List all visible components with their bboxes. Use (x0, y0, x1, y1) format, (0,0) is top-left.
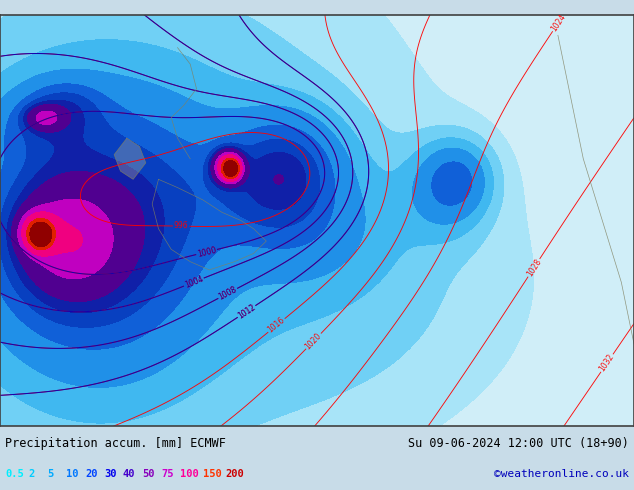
Text: 20: 20 (85, 469, 98, 479)
Text: ©weatheronline.co.uk: ©weatheronline.co.uk (494, 469, 629, 479)
Text: 150: 150 (203, 469, 222, 479)
Text: 1008: 1008 (217, 285, 238, 302)
Text: 0.5: 0.5 (5, 469, 24, 479)
Text: 200: 200 (226, 469, 245, 479)
Text: 1004: 1004 (183, 274, 205, 290)
Text: 40: 40 (123, 469, 136, 479)
Text: 75: 75 (161, 469, 174, 479)
Text: 1032: 1032 (598, 353, 616, 373)
Text: 2: 2 (28, 469, 34, 479)
Text: 1000: 1000 (196, 245, 217, 259)
Polygon shape (114, 138, 146, 179)
Text: 996: 996 (174, 221, 188, 231)
Text: 50: 50 (142, 469, 155, 479)
Text: 1028: 1028 (525, 257, 543, 278)
Text: 5: 5 (47, 469, 53, 479)
Text: 30: 30 (104, 469, 117, 479)
Text: 10: 10 (66, 469, 79, 479)
Text: 1004: 1004 (183, 274, 205, 290)
Text: 100: 100 (180, 469, 199, 479)
Text: 1012: 1012 (236, 302, 257, 320)
Text: 1008: 1008 (217, 285, 238, 302)
Text: 1016: 1016 (266, 316, 287, 335)
Text: 1024: 1024 (550, 12, 567, 33)
Text: Precipitation accum. [mm] ECMWF: Precipitation accum. [mm] ECMWF (5, 437, 226, 450)
Text: 1000: 1000 (196, 245, 217, 259)
Text: 1012: 1012 (236, 302, 257, 320)
Text: 1020: 1020 (304, 331, 323, 351)
Text: Su 09-06-2024 12:00 UTC (18+90): Su 09-06-2024 12:00 UTC (18+90) (408, 437, 629, 450)
